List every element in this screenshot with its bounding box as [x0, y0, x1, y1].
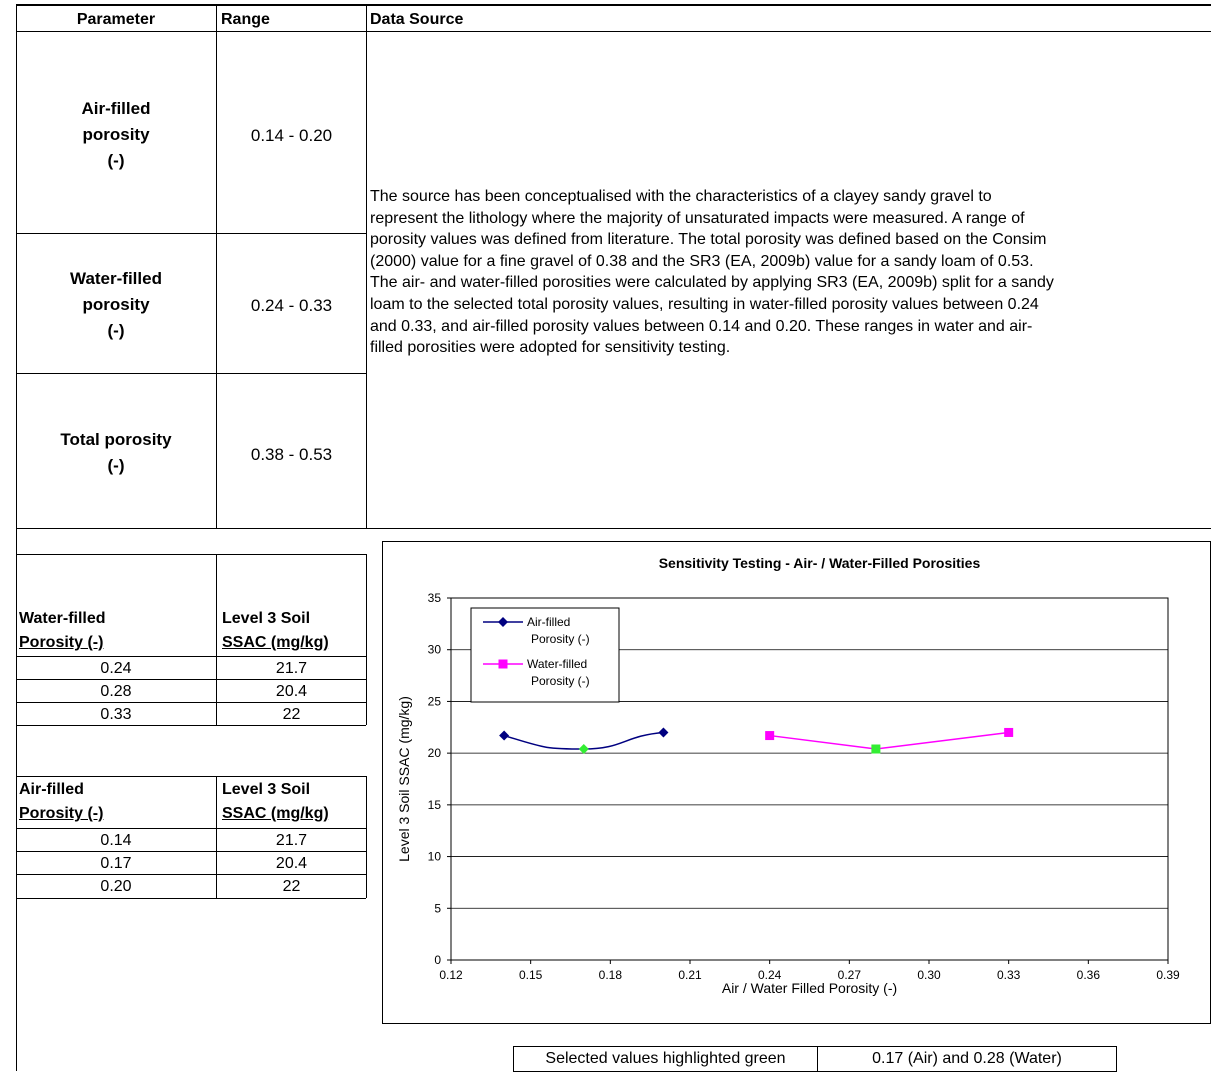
table-cell: 20.4	[275, 683, 308, 700]
chart-title: Sensitivity Testing - Air- / Water-Fille…	[659, 555, 981, 571]
water-col1-header: Water-filled Porosity (-)	[19, 607, 106, 655]
legend-label: Air-filled	[527, 615, 570, 629]
param-air-filled: Air-filled porosity (-)	[16, 96, 216, 174]
x-tick-label: 0.33	[997, 968, 1021, 982]
source-line: filled porosities were adopted for sensi…	[370, 339, 731, 357]
series-2-point	[871, 744, 881, 754]
y-tick-label: 5	[434, 901, 441, 915]
header-line: SSAC (mg/kg)	[222, 634, 329, 651]
x-tick-label: 0.27	[838, 968, 862, 982]
chart-legend	[470, 607, 620, 703]
legend-label: Water-filled	[527, 657, 587, 671]
series-1-point	[578, 744, 589, 755]
legend-label: Porosity (-)	[531, 632, 590, 646]
header-line: Water-filled	[19, 610, 106, 627]
legend-marker	[498, 659, 508, 669]
header-data-source: Data Source	[370, 11, 464, 28]
x-tick-label: 0.36	[1077, 968, 1101, 982]
table-cell: 21.7	[275, 660, 308, 677]
param-line: (-)	[107, 456, 125, 475]
x-tick-label: 0.24	[758, 968, 782, 982]
y-tick-label: 10	[428, 850, 442, 864]
param-line: Total porosity	[60, 430, 172, 449]
chart-svg: Sensitivity Testing - Air- / Water-Fille…	[396, 555, 1180, 996]
param-line: porosity	[82, 295, 150, 314]
source-line: The source has been conceptualised with …	[370, 188, 992, 205]
legend-label: Porosity (-)	[531, 674, 590, 688]
header-line: SSAC (mg/kg)	[222, 805, 329, 822]
header-range: Range	[221, 11, 270, 28]
y-tick-label: 30	[428, 643, 442, 657]
source-line: represent the lithology where the majori…	[370, 209, 1025, 227]
header-line: Air-filled	[19, 781, 84, 798]
y-tick-label: 35	[428, 591, 442, 605]
range-water-filled: 0.24 - 0.33	[250, 296, 333, 315]
header-line: Porosity (-)	[19, 634, 104, 651]
header-parameter: Parameter	[76, 11, 156, 28]
sensitivity-chart: Sensitivity Testing - Air- / Water-Fille…	[382, 541, 1211, 1024]
data-source-text: The source has been conceptualised with …	[370, 186, 1211, 359]
air-col1-header: Air-filled Porosity (-)	[19, 778, 103, 826]
source-line: (2000) value for a fine gravel of 0.38 a…	[370, 252, 1034, 270]
table-cell: 0.33	[100, 706, 132, 723]
plot-area	[450, 597, 1169, 961]
x-tick-label: 0.12	[439, 968, 463, 982]
series-1-point	[658, 727, 669, 738]
x-tick-label: 0.39	[1156, 968, 1180, 982]
selected-label: Selected values highlighted green	[513, 1046, 818, 1072]
param-total: Total porosity (-)	[16, 427, 216, 479]
x-tick-label: 0.30	[917, 968, 941, 982]
table-cell: 20.4	[275, 855, 308, 872]
y-tick-label: 25	[428, 694, 442, 708]
water-col2-header: Level 3 Soil SSAC (mg/kg)	[222, 607, 329, 655]
param-line: (-)	[107, 151, 125, 170]
table-cell: 22	[282, 878, 301, 895]
x-tick-label: 0.15	[519, 968, 543, 982]
param-water-filled: Water-filled porosity (-)	[16, 266, 216, 344]
series-1-point	[499, 730, 510, 741]
table-cell: 0.28	[100, 683, 132, 700]
param-line: Water-filled	[70, 269, 162, 288]
source-line: porosity values was defined from literat…	[370, 231, 1047, 249]
source-line: and 0.33, and air-filled porosity values…	[370, 317, 1033, 335]
range-total: 0.38 - 0.53	[250, 445, 333, 464]
source-line: loam to the selected total porosity valu…	[370, 295, 1039, 313]
table-cell: 0.17	[100, 855, 132, 872]
x-axis-label: Air / Water Filled Porosity (-)	[722, 980, 897, 996]
series-line-2	[769, 731, 1009, 750]
x-tick-label: 0.18	[599, 968, 623, 982]
y-tick-label: 20	[428, 746, 442, 760]
x-tick-label: 0.21	[678, 968, 702, 982]
param-line: Air-filled	[81, 99, 151, 118]
table-cell: 22	[282, 706, 301, 723]
range-air-filled: 0.14 - 0.20	[250, 126, 333, 145]
y-tick-label: 15	[428, 798, 442, 812]
table-cell: 21.7	[275, 832, 308, 849]
header-line: Level 3 Soil	[222, 781, 311, 798]
series-2-point	[1004, 727, 1014, 737]
selected-value: 0.17 (Air) and 0.28 (Water)	[817, 1046, 1117, 1072]
y-axis-label: Level 3 Soil SSAC (mg/kg)	[396, 696, 412, 862]
air-col2-header: Level 3 Soil SSAC (mg/kg)	[222, 778, 329, 826]
table-cell: 0.14	[100, 832, 132, 849]
y-tick-label: 0	[434, 953, 441, 967]
series-2-point	[765, 731, 775, 741]
param-line: porosity	[82, 125, 150, 144]
table-cell: 0.20	[100, 878, 132, 895]
source-line: The air- and water-filled porosities wer…	[370, 274, 1054, 292]
table-cell: 0.24	[100, 660, 132, 677]
param-line: (-)	[107, 321, 125, 340]
header-line: Porosity (-)	[19, 805, 104, 822]
legend-marker	[498, 617, 508, 627]
header-line: Level 3 Soil	[222, 610, 311, 627]
